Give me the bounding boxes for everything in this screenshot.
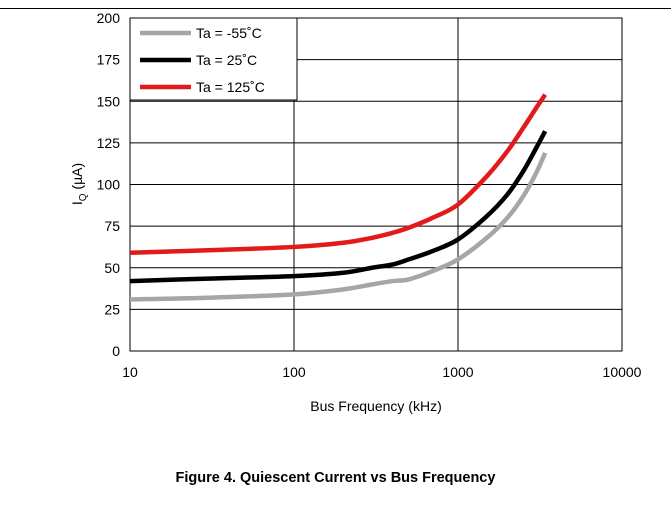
y-tick-label: 125 xyxy=(97,135,121,151)
legend-label-1: Ta = 25˚C xyxy=(196,52,257,68)
y-tick-label: 150 xyxy=(97,93,121,109)
series-line-0 xyxy=(129,151,548,302)
y-axis-label: IQ (µA) xyxy=(69,163,89,205)
legend-label-0: Ta = -55˚C xyxy=(196,25,262,41)
figure-caption: Figure 4. Quiescent Current vs Bus Frequ… xyxy=(175,470,496,486)
series-line-2 xyxy=(129,93,548,256)
y-tick-label: 200 xyxy=(97,10,121,26)
series-lines xyxy=(129,93,548,302)
legend-label-2: Ta = 125˚C xyxy=(196,79,265,95)
chart: 0 25 50 75 100 125 150 175 200 10 100 1000 10000 Bu… xyxy=(69,10,642,414)
x-axis-label: Bus Frequency (kHz) xyxy=(310,398,441,414)
x-tick-label: 100 xyxy=(282,364,306,380)
y-tick-label: 25 xyxy=(104,301,120,317)
plot-frame xyxy=(129,17,623,352)
y-tick-label: 50 xyxy=(104,260,120,276)
legend: Ta = -55˚C Ta = 25˚C Ta = 125˚C xyxy=(129,17,298,101)
x-tick-label: 10000 xyxy=(603,364,642,380)
x-tick-label: 10 xyxy=(122,364,138,380)
y-tick-labels: 0 25 50 75 100 125 150 175 200 xyxy=(97,10,121,359)
y-axis-label-main: I xyxy=(69,201,85,205)
series-line-1 xyxy=(129,130,548,284)
y-tick-label: 175 xyxy=(97,52,121,68)
y-tick-label: 0 xyxy=(112,343,120,359)
y-tick-label: 75 xyxy=(104,218,120,234)
y-tick-label: 100 xyxy=(97,177,121,193)
x-tick-label: 1000 xyxy=(442,364,473,380)
x-tick-labels: 10 100 1000 10000 xyxy=(122,364,641,380)
y-axis-label-unit: (µA) xyxy=(69,163,85,194)
top-rule xyxy=(0,8,671,9)
y-axis-label-sub: Q xyxy=(78,193,89,201)
